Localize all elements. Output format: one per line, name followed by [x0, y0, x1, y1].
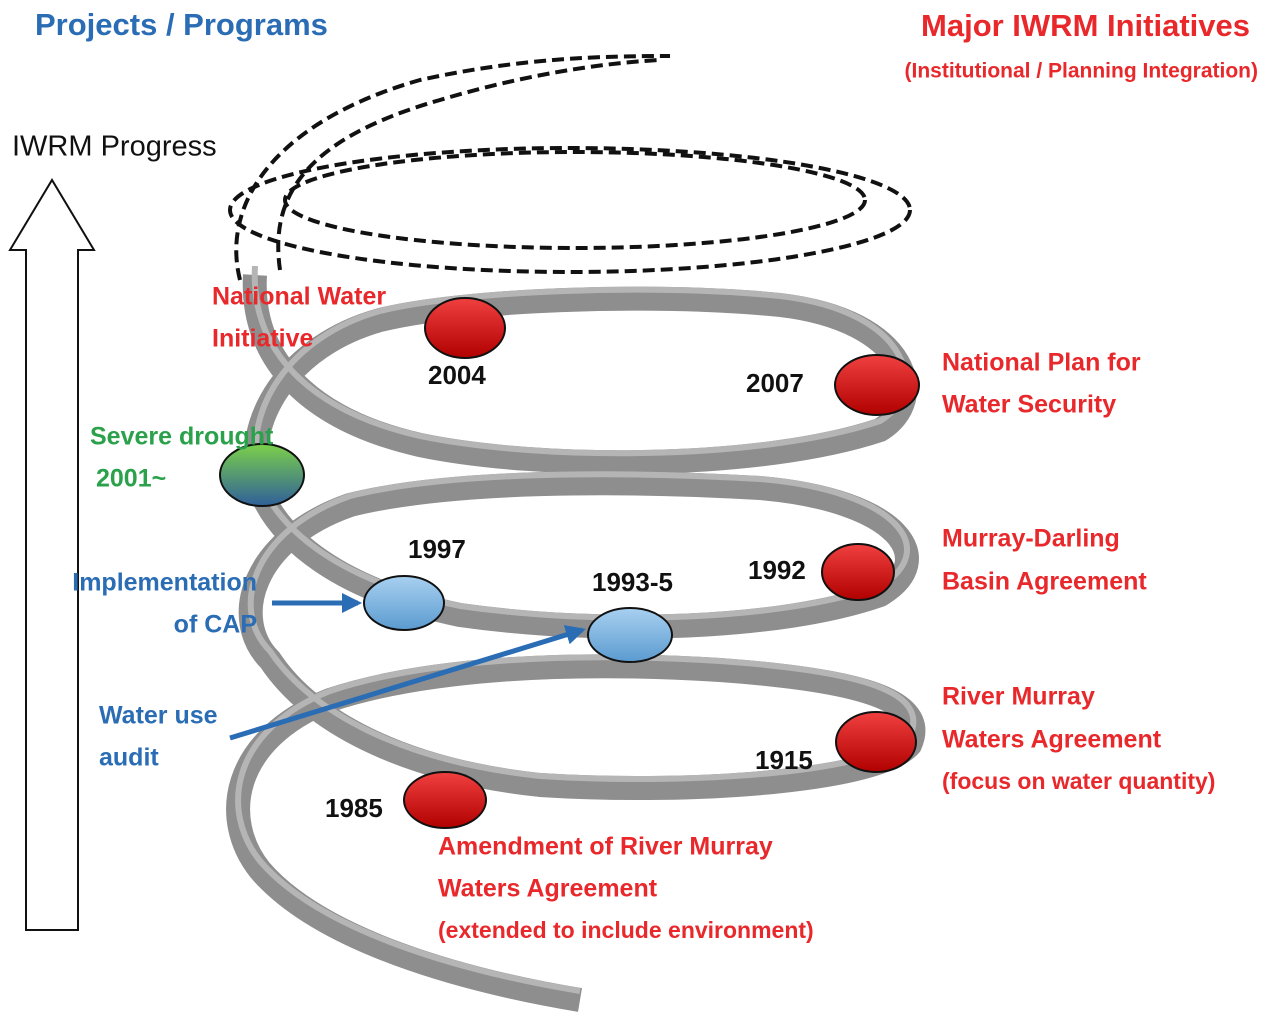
node — [404, 772, 486, 828]
label: Initiative — [212, 325, 314, 353]
label: (focus on water quantity) — [942, 768, 1215, 794]
year: 1997 — [408, 534, 466, 564]
node — [220, 444, 304, 506]
node — [835, 355, 919, 415]
label: Water use — [99, 702, 218, 730]
label: Amendment of River Murray — [438, 833, 773, 861]
node — [822, 544, 894, 600]
year: 1992 — [748, 555, 806, 585]
label: audit — [99, 744, 159, 772]
label: 2001~ — [96, 465, 166, 493]
right-title: Major IWRM Initiatives — [921, 8, 1250, 43]
right-subtitle: (Institutional / Planning Integration) — [905, 60, 1258, 83]
label: National Plan for — [942, 349, 1141, 377]
diagram: IWRM Progress Projects / Programs Major … — [0, 0, 1273, 1028]
future-spiral — [230, 56, 910, 280]
year: 2007 — [746, 368, 804, 398]
year: 1915 — [755, 745, 813, 775]
progress-arrow — [10, 180, 94, 930]
year: 1993-5 — [592, 567, 673, 597]
node — [364, 576, 444, 630]
label: Water Security — [942, 391, 1116, 419]
label: (extended to include environment) — [438, 917, 814, 943]
label: Murray-Darling — [942, 525, 1120, 553]
left-title: Projects / Programs — [35, 7, 328, 42]
node — [836, 712, 916, 772]
label: Implementation — [72, 569, 257, 597]
label: River Murray — [942, 683, 1095, 711]
node — [588, 608, 672, 662]
label: Severe drought — [90, 423, 274, 451]
label: Waters Agreement — [942, 726, 1162, 754]
label: Basin Agreement — [942, 568, 1147, 596]
year: 1985 — [325, 793, 383, 823]
node — [425, 298, 505, 358]
year: 2004 — [428, 360, 486, 390]
label: National Water — [212, 283, 386, 311]
axis-label: IWRM Progress — [12, 131, 217, 163]
label: of CAP — [174, 611, 257, 639]
label: Waters Agreement — [438, 875, 658, 903]
